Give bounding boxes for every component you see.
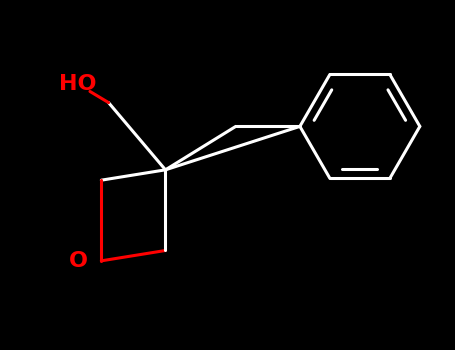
Text: O: O [69,251,88,271]
Text: HO: HO [59,74,96,94]
